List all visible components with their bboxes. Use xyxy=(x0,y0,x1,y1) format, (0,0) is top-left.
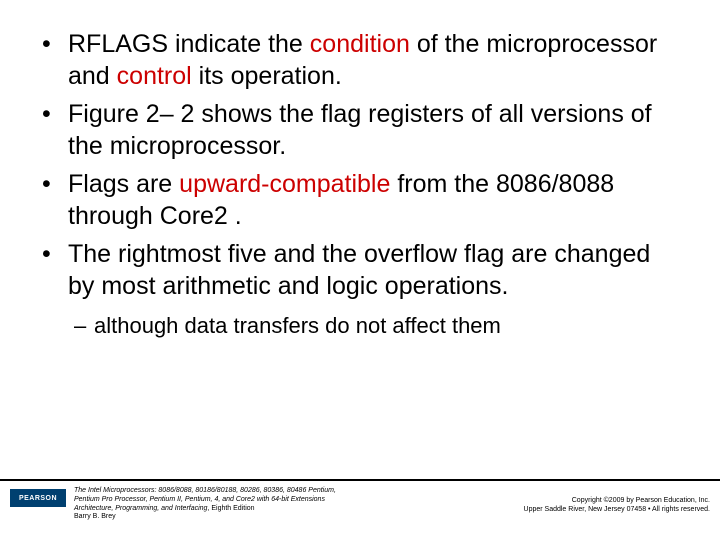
pearson-logo: PEARSON xyxy=(10,489,66,507)
bullet-list: RFLAGS indicate the condition of the mic… xyxy=(38,28,682,302)
bullet-item-2: Figure 2– 2 shows the flag registers of … xyxy=(38,98,682,162)
footer-left: PEARSON The Intel Microprocessors: 8086/… xyxy=(10,487,336,522)
slide-content: RFLAGS indicate the condition of the mic… xyxy=(0,0,720,340)
copyright-line2: Upper Saddle River, New Jersey 07458 • A… xyxy=(524,506,710,515)
copyright-line1: Copyright ©2009 by Pearson Education, In… xyxy=(524,497,710,506)
slide-footer: PEARSON The Intel Microprocessors: 8086/… xyxy=(0,479,720,540)
sub-bullet-item: although data transfers do not affect th… xyxy=(38,312,682,340)
bullet-item-3: Flags are upward-compatible from the 808… xyxy=(38,168,682,232)
copyright-block: Copyright ©2009 by Pearson Education, In… xyxy=(524,497,710,515)
bullet-item-1: RFLAGS indicate the condition of the mic… xyxy=(38,28,682,92)
book-info: The Intel Microprocessors: 8086/8088, 80… xyxy=(74,487,336,522)
bullet-item-4: The rightmost five and the overflow flag… xyxy=(38,238,682,302)
book-title-line2: Pentium Pro Processor, Pentium II, Penti… xyxy=(74,496,336,505)
book-title-line1: The Intel Microprocessors: 8086/8088, 80… xyxy=(74,487,336,496)
book-title-line3: Architecture, Programming, and Interfaci… xyxy=(74,505,336,514)
book-author: Barry B. Brey xyxy=(74,513,336,522)
